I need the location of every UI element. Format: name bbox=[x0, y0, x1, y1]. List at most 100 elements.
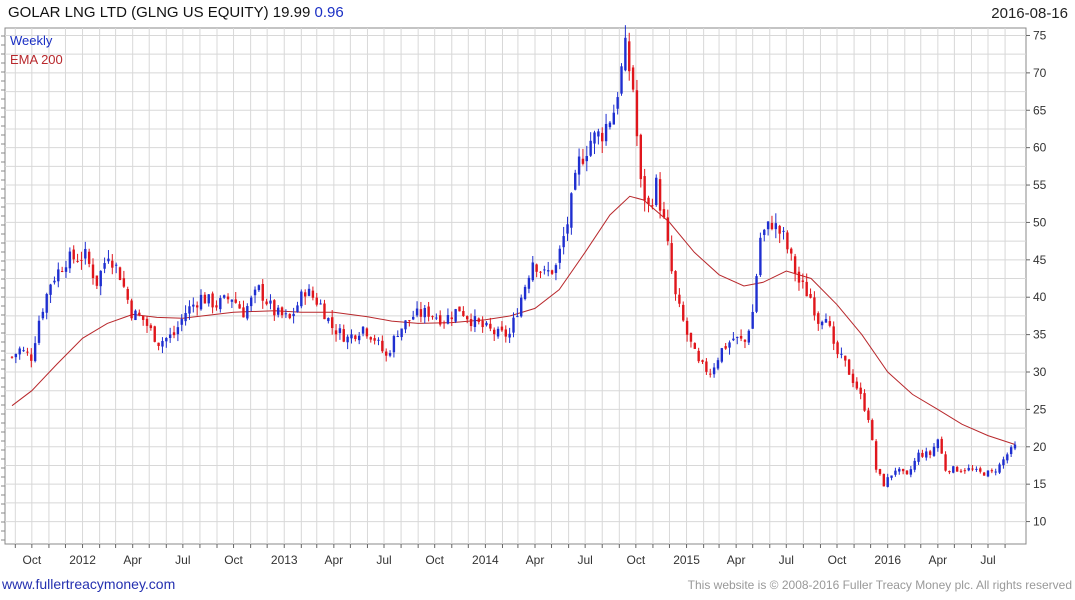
candle bbox=[392, 334, 396, 358]
x-tick-label: Apr bbox=[526, 553, 545, 567]
candle-body bbox=[959, 470, 963, 472]
candle bbox=[566, 216, 569, 242]
candle-body bbox=[631, 67, 635, 90]
candle bbox=[203, 292, 207, 304]
candle-body bbox=[597, 131, 600, 137]
candle-body bbox=[373, 338, 376, 341]
candle-body bbox=[253, 289, 257, 296]
candle bbox=[149, 323, 153, 331]
candle bbox=[940, 436, 943, 454]
candle-body bbox=[967, 467, 970, 471]
candle-body bbox=[114, 264, 118, 266]
candle-body bbox=[786, 232, 789, 250]
candle bbox=[454, 308, 457, 324]
candle bbox=[311, 286, 315, 301]
candle-body bbox=[670, 243, 673, 272]
candle bbox=[574, 169, 577, 191]
y-tick-label: 50 bbox=[1033, 215, 1047, 229]
y-tick-label: 25 bbox=[1033, 402, 1047, 416]
candle bbox=[820, 320, 824, 330]
candle-body bbox=[149, 325, 153, 329]
candle-body bbox=[33, 343, 37, 362]
candle bbox=[30, 348, 33, 368]
candle-body bbox=[778, 225, 781, 234]
candle bbox=[338, 324, 342, 340]
footer-url[interactable]: www.fullertreacymoney.com bbox=[2, 576, 176, 592]
candle-body bbox=[87, 251, 91, 264]
footer-copyright: This website is © 2008-2016 Fuller Treac… bbox=[687, 578, 1072, 592]
candle bbox=[195, 301, 199, 316]
candle bbox=[871, 418, 874, 441]
candle bbox=[504, 325, 507, 343]
candle-body bbox=[265, 301, 268, 305]
candle bbox=[276, 305, 280, 318]
x-tick-label: 2014 bbox=[472, 553, 499, 567]
candle-body bbox=[458, 306, 461, 312]
axis-layer: 10 15 20 25 30 35 40 45 50 55 60 65 70 75 Oct 2012 Apr Ju… bbox=[1, 28, 1047, 567]
candle-body bbox=[500, 326, 504, 331]
candle-body bbox=[64, 267, 68, 272]
candle-body bbox=[543, 269, 546, 271]
candle bbox=[107, 250, 110, 264]
candle bbox=[1002, 456, 1005, 469]
candle-body bbox=[805, 281, 808, 297]
y-tick-label: 75 bbox=[1033, 28, 1047, 42]
candle bbox=[180, 314, 183, 332]
candle bbox=[570, 192, 573, 235]
candle-body bbox=[770, 223, 774, 230]
candle-body bbox=[890, 475, 893, 478]
x-tick-label: Jul bbox=[175, 553, 190, 567]
candle-body bbox=[176, 327, 180, 335]
candle-body bbox=[481, 320, 484, 328]
candle bbox=[388, 350, 392, 358]
candle bbox=[168, 327, 172, 343]
candle-body bbox=[635, 90, 639, 137]
candle bbox=[790, 247, 793, 261]
candle bbox=[739, 329, 743, 342]
candle bbox=[666, 209, 670, 246]
candle-body bbox=[126, 289, 129, 300]
candle bbox=[60, 266, 64, 273]
candle bbox=[925, 447, 928, 461]
candle-body bbox=[153, 326, 156, 342]
candle-body bbox=[84, 248, 87, 259]
candle-body bbox=[898, 468, 901, 472]
candle-body bbox=[172, 332, 176, 336]
candle-body bbox=[612, 112, 615, 125]
candle-body bbox=[763, 229, 766, 236]
candle bbox=[87, 248, 91, 268]
candle bbox=[192, 297, 195, 313]
candle-body bbox=[728, 342, 731, 348]
candle-body bbox=[975, 468, 978, 470]
candle bbox=[975, 466, 978, 472]
candle-body bbox=[751, 311, 754, 329]
legend-ema-200: EMA 200 bbox=[10, 52, 63, 67]
candle bbox=[635, 79, 639, 147]
candle bbox=[855, 377, 859, 391]
candle-body bbox=[427, 306, 430, 317]
candle bbox=[593, 130, 596, 155]
candle bbox=[334, 324, 338, 342]
candle-body bbox=[369, 337, 372, 340]
candle-body bbox=[334, 330, 338, 335]
candle bbox=[307, 284, 311, 297]
candle-body bbox=[454, 309, 457, 322]
candle-body bbox=[512, 317, 515, 333]
candle-body bbox=[141, 315, 145, 320]
candle bbox=[890, 475, 893, 481]
candle bbox=[840, 347, 843, 359]
candle-body bbox=[203, 294, 207, 304]
candle-body bbox=[774, 223, 778, 230]
candle-body bbox=[292, 313, 295, 317]
candle-body bbox=[188, 306, 191, 314]
candle bbox=[963, 468, 967, 474]
candle bbox=[955, 465, 959, 472]
candle-body bbox=[45, 294, 48, 313]
candle bbox=[315, 292, 318, 307]
candle-body bbox=[577, 156, 581, 175]
candle-body bbox=[392, 336, 396, 353]
candle bbox=[874, 439, 878, 473]
candle bbox=[674, 270, 677, 301]
candle bbox=[709, 368, 712, 378]
candle bbox=[18, 346, 21, 360]
